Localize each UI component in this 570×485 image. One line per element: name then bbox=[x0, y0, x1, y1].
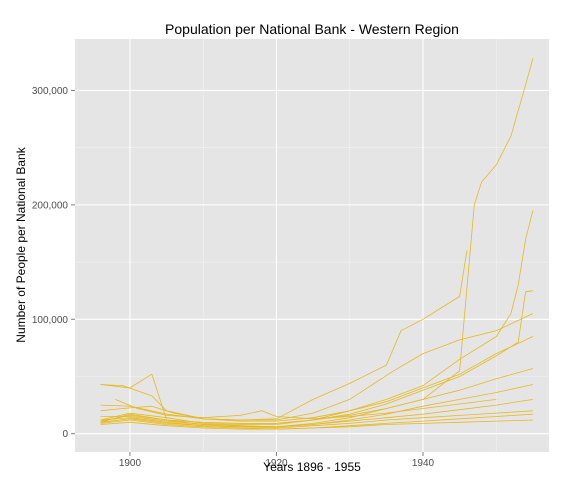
series-lines bbox=[100, 58, 534, 430]
x-axis-label: Years 1896 - 1955 bbox=[263, 460, 361, 474]
y-tick-label: 300,000 bbox=[32, 86, 69, 97]
series-line-2 bbox=[100, 210, 534, 425]
y-axis-label: Number of People per National Bank bbox=[14, 146, 28, 342]
series-line-4 bbox=[100, 250, 468, 421]
x-tick-label: 1920 bbox=[265, 458, 288, 469]
grid-lines bbox=[75, 39, 549, 452]
series-line-7 bbox=[100, 368, 534, 424]
series-line-13 bbox=[115, 399, 497, 420]
y-tick-label: 0 bbox=[62, 429, 68, 440]
plot-panel bbox=[75, 39, 549, 452]
series-line-5 bbox=[100, 313, 534, 421]
series-line-12 bbox=[100, 419, 533, 430]
y-tick-label: 200,000 bbox=[32, 200, 69, 211]
x-axis-ticks: 1900 1920 1940 bbox=[119, 452, 435, 469]
chart-title: Population per National Bank - Western R… bbox=[165, 21, 459, 37]
series-line-6 bbox=[100, 336, 534, 422]
x-tick-label: 1940 bbox=[412, 458, 435, 469]
series-line-10 bbox=[100, 410, 533, 429]
x-tick-label: 1900 bbox=[119, 458, 142, 469]
y-tick-label: 100,000 bbox=[32, 315, 69, 326]
series-line-9 bbox=[100, 399, 533, 428]
y-axis-ticks: 0 100,000 200,000 300,000 bbox=[32, 86, 75, 440]
